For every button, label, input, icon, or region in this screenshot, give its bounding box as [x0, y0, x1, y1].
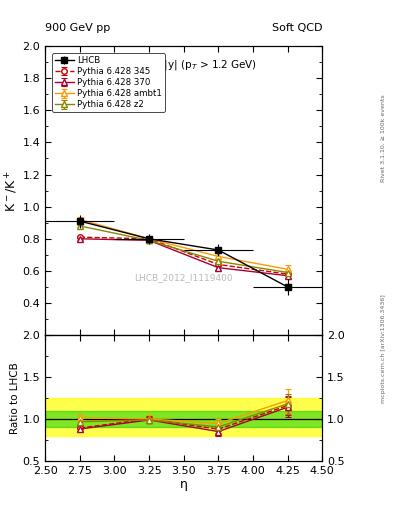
- Text: LHCB_2012_I1119400: LHCB_2012_I1119400: [134, 273, 233, 282]
- Y-axis label: Ratio to LHCB: Ratio to LHCB: [10, 362, 20, 434]
- Text: 900 GeV pp: 900 GeV pp: [45, 23, 110, 33]
- Text: K$^-$/K$^+$ vs |y| (p$_T$ > 1.2 GeV): K$^-$/K$^+$ vs |y| (p$_T$ > 1.2 GeV): [110, 58, 257, 73]
- Legend: LHCB, Pythia 6.428 345, Pythia 6.428 370, Pythia 6.428 ambt1, Pythia 6.428 z2: LHCB, Pythia 6.428 345, Pythia 6.428 370…: [52, 53, 165, 112]
- Y-axis label: K$^-$/K$^+$: K$^-$/K$^+$: [4, 169, 20, 211]
- Bar: [45, 398, 322, 436]
- Text: Rivet 3.1.10, ≥ 100k events: Rivet 3.1.10, ≥ 100k events: [381, 94, 386, 182]
- X-axis label: η: η: [180, 478, 188, 492]
- Bar: [45, 411, 322, 428]
- Text: mcplots.cern.ch [arXiv:1306.3436]: mcplots.cern.ch [arXiv:1306.3436]: [381, 294, 386, 402]
- Text: Soft QCD: Soft QCD: [272, 23, 322, 33]
